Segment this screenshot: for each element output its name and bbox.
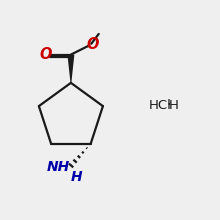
Text: O: O — [86, 37, 99, 52]
Text: H: H — [169, 99, 178, 112]
Text: ·: · — [166, 97, 171, 112]
Text: H: H — [71, 170, 82, 184]
Text: NH: NH — [47, 160, 70, 174]
Text: O: O — [40, 47, 52, 62]
Text: HCl: HCl — [149, 99, 172, 112]
Polygon shape — [67, 55, 74, 83]
